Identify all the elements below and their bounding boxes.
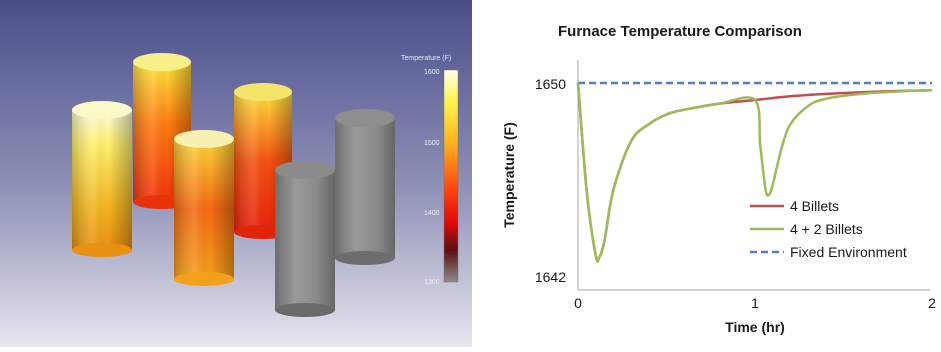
colorbar-title: Temperature (F) — [401, 55, 451, 62]
colorbar-tick: 1300 — [424, 279, 440, 286]
x-tick-label: 2 — [928, 295, 936, 311]
furnace-simulation-view: Temperature (F) 1600 1500 1400 1300 — [0, 0, 472, 347]
billet-back-left — [133, 53, 191, 209]
series-line-4-2-billets — [576, 82, 933, 263]
temperature-colorbar: Temperature (F) 1600 1500 1400 1300 — [401, 55, 459, 286]
series-line-4-billets — [576, 82, 933, 263]
billet-back-right-gray — [335, 109, 395, 265]
colorbar-tick: 1500 — [424, 140, 440, 147]
simulation-render: Temperature (F) 1600 1500 1400 1300 — [0, 0, 472, 347]
x-tick-label: 0 — [574, 295, 582, 311]
billet-front-right-gray — [275, 161, 335, 317]
furnace-temperature-chart: Furnace Temperature Comparison Temperatu… — [480, 0, 941, 347]
x-tick-label: 1 — [751, 295, 759, 311]
legend-label: Fixed Environment — [790, 244, 907, 260]
y-axis-label: Temperature (F) — [501, 122, 517, 228]
legend: 4 Billets 4 + 2 Billets Fixed Environmen… — [750, 198, 907, 260]
colorbar-tick: 1600 — [424, 69, 440, 76]
chart-title: Furnace Temperature Comparison — [558, 23, 802, 40]
colorbar-gradient — [443, 69, 459, 283]
series-layer — [576, 81, 933, 263]
chart-svg: Furnace Temperature Comparison Temperatu… — [501, 23, 936, 335]
billet-front-middle — [174, 130, 234, 286]
legend-label: 4 + 2 Billets — [790, 221, 863, 237]
billet-front-left — [72, 101, 132, 257]
colorbar-tick: 1400 — [424, 210, 440, 217]
y-tick-label: 1642 — [535, 269, 566, 285]
y-tick-label: 1650 — [535, 76, 566, 92]
x-axis-label: Time (hr) — [725, 319, 785, 335]
legend-label: 4 Billets — [790, 198, 839, 214]
